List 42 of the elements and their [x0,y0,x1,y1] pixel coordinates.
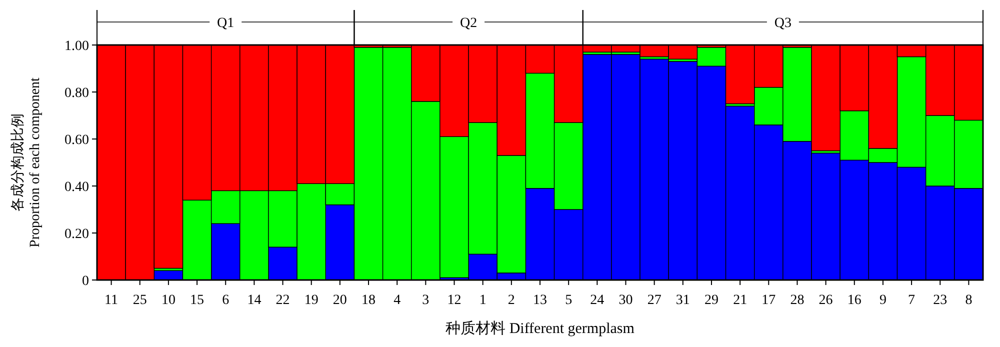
x-tick-label: 13 [533,293,547,308]
x-tick-label: 27 [647,293,662,308]
x-tick-label: 20 [332,293,347,308]
x-tick-label: 2 [508,293,515,308]
x-tick-label: 21 [733,293,748,308]
x-tick-label: 30 [618,293,633,308]
x-tick-label: 1 [479,293,486,308]
x-tick-label: 23 [933,293,948,308]
y-axis-title: 各成分构成比例 Proportion of each component [10,77,43,248]
x-tick-label: 4 [394,293,401,308]
x-tick-label: 25 [132,293,147,308]
x-tick-label: 26 [818,293,833,308]
x-tick-label: 10 [161,293,176,308]
x-tick-label: 6 [222,293,230,308]
x-tick-label: 31 [676,293,690,308]
x-tick-label: 29 [704,293,718,308]
x-tick-label: 12 [447,293,462,308]
text: Q2 [460,16,478,31]
x-tick-label: 28 [790,293,804,308]
x-tick-label: 5 [565,293,572,308]
x-tick-label: 11 [104,293,118,308]
x-tick-label: 15 [190,293,204,308]
y-tick-label: 1.00 [64,39,89,54]
y-tick-label: 0.80 [64,86,89,101]
x-tick-label: 18 [362,293,376,308]
x-tick-label: 7 [908,293,916,308]
x-tick-label: 24 [590,293,604,308]
x-tick-label: 8 [965,293,972,308]
x-tick-label: 19 [304,293,318,308]
x-tick-label: 14 [247,293,262,308]
text: Q3 [774,16,792,31]
x-tick-label: 22 [276,293,290,308]
text: Q1 [217,16,234,31]
y-tick-label: 0.20 [64,227,89,242]
x-tick-label: 9 [879,293,886,308]
y-tick-label: 0.60 [64,133,89,148]
x-tick-label: 3 [422,293,430,308]
x-tick-label: 17 [762,293,776,308]
y-tick-label: 0 [82,274,89,289]
x-axis-title: 种质材料 Different germplasm [446,320,635,337]
y-tick-label: 0.40 [64,180,89,195]
x-tick-label: 16 [847,293,862,308]
